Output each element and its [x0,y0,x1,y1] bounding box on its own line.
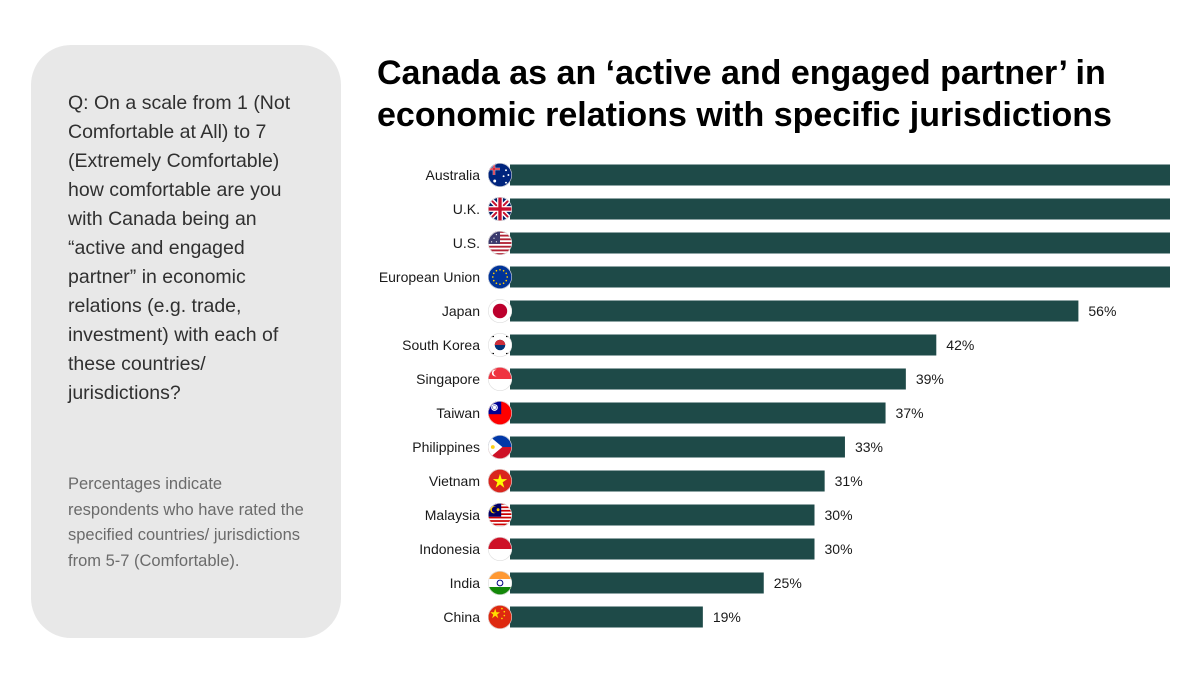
india-flag-icon [488,570,513,595]
chart-row: Australia69% [426,163,1170,187]
south-korea-flag-icon [488,333,513,358]
indonesia-flag-icon [488,536,513,561]
value-label-singapore: 39% [916,371,944,387]
bar-chart: Australia69% U.K.68% U.S.67% European Union… [379,163,1170,629]
value-label-indonesia: 30% [825,541,853,557]
bar-philippines [510,436,845,458]
bar-india [510,572,764,594]
uk-flag-icon [488,196,513,221]
malaysia-flag-icon [488,502,513,527]
value-label-japan: 56% [1088,303,1116,319]
chart-row: U.K.68% [453,196,1170,221]
chart-title: Canada as an ‘active and engaged partner… [377,54,1112,134]
category-label-japan: Japan [442,303,480,319]
bar-u-k [510,198,1170,220]
bar-indonesia [510,538,815,560]
value-label-malaysia: 30% [825,507,853,523]
bar-vietnam [510,470,825,492]
philippines-flag-icon [488,434,513,459]
chart-row: Indonesia 30% [419,536,853,561]
chart-row: China 19% [443,604,741,629]
chart-row: Japan 56% [442,299,1116,324]
category-label-south-korea: South Korea [402,337,480,353]
category-label-indonesia: Indonesia [419,541,480,557]
bar-japan [510,300,1079,322]
category-label-u-k: U.K. [453,201,480,217]
value-label-taiwan: 37% [896,405,924,421]
australia-flag-icon [488,163,513,187]
category-label-australia: Australia [426,167,481,183]
value-label-vietnam: 31% [835,473,863,489]
china-flag-icon [488,604,513,629]
bar-australia [510,164,1170,186]
chart-row: U.S.67% [453,231,1170,256]
value-label-philippines: 33% [855,439,883,455]
note-text: Percentages indicate respondents who hav… [68,475,304,570]
bar-taiwan [510,402,886,424]
category-label-india: India [450,575,481,591]
category-label-singapore: Singapore [416,371,480,387]
category-label-philippines: Philippines [412,439,480,455]
bar-china [510,606,703,628]
value-label-south-korea: 42% [946,337,974,353]
us-flag-icon [488,231,513,256]
chart-row: Philippines 33% [412,434,883,459]
japan-flag-icon [488,299,513,324]
bar-malaysia [510,504,815,526]
eu-flag-icon [488,265,513,290]
bar-singapore [510,368,906,390]
question-text: Q: On a scale from 1 (Not Comfortable at… [68,92,291,404]
chart-row: Taiwan 37% [436,401,924,426]
vietnam-flag-icon [488,468,513,493]
taiwan-flag-icon [488,401,513,426]
bar-european-union [510,266,1170,288]
chart-row: Vietnam 31% [429,468,863,493]
category-label-china: China [443,609,480,625]
bar-u-s [510,232,1170,254]
bar-south-korea [510,334,937,356]
chart-row: Malaysia 30% [425,502,853,527]
category-label-european-union: European Union [379,269,480,285]
category-label-vietnam: Vietnam [429,473,480,489]
category-label-taiwan: Taiwan [436,405,480,421]
singapore-flag-icon [488,367,513,392]
chart-row: India 25% [450,570,802,595]
chart-row: South Korea 42% [402,333,974,358]
value-label-china: 19% [713,609,741,625]
question-panel: Q: On a scale from 1 (Not Comfortable at… [31,45,341,638]
value-label-india: 25% [774,575,802,591]
category-label-malaysia: Malaysia [425,507,480,523]
category-label-u-s: U.S. [453,235,480,251]
chart-row: Singapore 39% [416,367,944,392]
chart-row: European Union67% [379,265,1170,290]
